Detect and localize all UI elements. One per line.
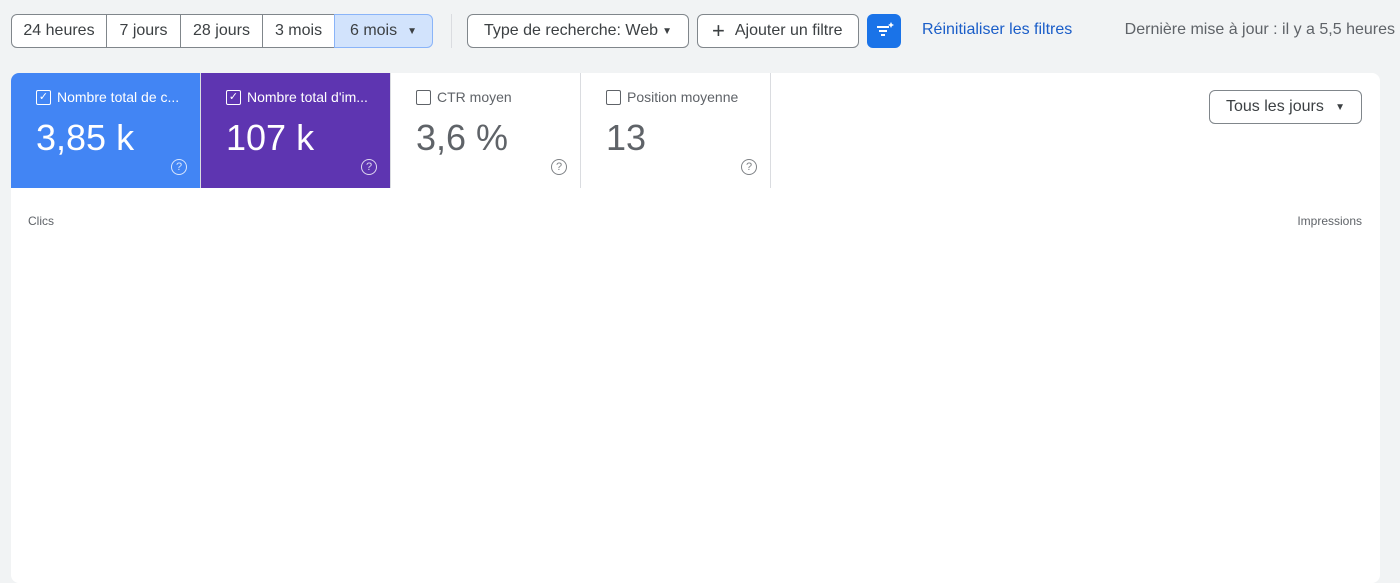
range-label: 6 mois [349,22,398,39]
last-update: Dernière mise à jour : il y a 5,5 heures [1124,21,1395,38]
filter-icon: 0408012002 k4 k6 k28/01/202613/02/202601… [877,22,1400,522]
metric-value: 107 k [226,117,315,158]
metric-label: Nombre total d'im... [247,89,368,105]
metric-card[interactable]: ✓ Nombre total d'im... 107 k? [201,73,391,188]
checkbox: ✓ [36,89,51,105]
help-icon: ? [741,159,757,175]
help-icon: ? [361,159,377,175]
date-picker[interactable]: Tous les jours ▼ [1209,90,1362,124]
search-type-label: Type de recherche: Web [484,22,659,39]
metric-label: Position moyenne [627,89,739,105]
metric-value: 3,6 % [416,117,509,158]
metric-label-row: ✓ Nombre total d'im... [226,89,390,105]
metric-label: Nombre total de c... [57,89,180,105]
range-button[interactable]: 24 heures [11,14,107,48]
dropdown-icon: ▼ [662,25,672,37]
metric-value: 13 [606,117,647,158]
range-button[interactable]: 28 jours [180,14,263,48]
metric-label-row: CTR moyen [416,89,580,105]
dropdown-icon: ▼ [407,25,418,37]
metric-card[interactable]: ✓ Nombre total de c... 3,85 k? [11,73,201,188]
add-filter-label: Ajouter un filtre [734,22,843,39]
separator [451,14,452,48]
metric-label-row: Position moyenne [606,89,770,105]
search-type-button[interactable]: Type de recherche: Web ▼ [467,14,689,48]
dropdown-icon: ▼ [1335,101,1345,113]
metric-card[interactable]: Position moyenne 13? [581,73,771,188]
metric-card[interactable]: CTR moyen 3,6 %? [391,73,581,188]
range-button[interactable]: 7 jours [106,14,181,48]
checkbox [606,89,621,105]
checkbox: ✓ [226,89,241,105]
metric-label: CTR moyen [437,89,512,105]
help-icon: ? [171,159,187,175]
date-picker-label: Tous les jours [1226,98,1324,115]
filter-icon-button[interactable]: 0408012002 k4 k6 k28/01/202613/02/202601… [867,14,1400,522]
add-filter-button[interactable]: + Ajouter un filtre [697,14,859,48]
metric-label-row: ✓ Nombre total de c... [36,89,200,105]
range-button-selected[interactable]: 6 mois ▼ [334,14,433,48]
plus-icon: + [712,18,725,43]
reset-filters-link[interactable]: Réinitialiser les filtres [922,21,1073,38]
checkbox [416,89,431,105]
help-icon: ? [551,159,567,175]
range-button[interactable]: 3 mois [262,14,335,48]
metric-value: 3,85 k [36,117,135,158]
